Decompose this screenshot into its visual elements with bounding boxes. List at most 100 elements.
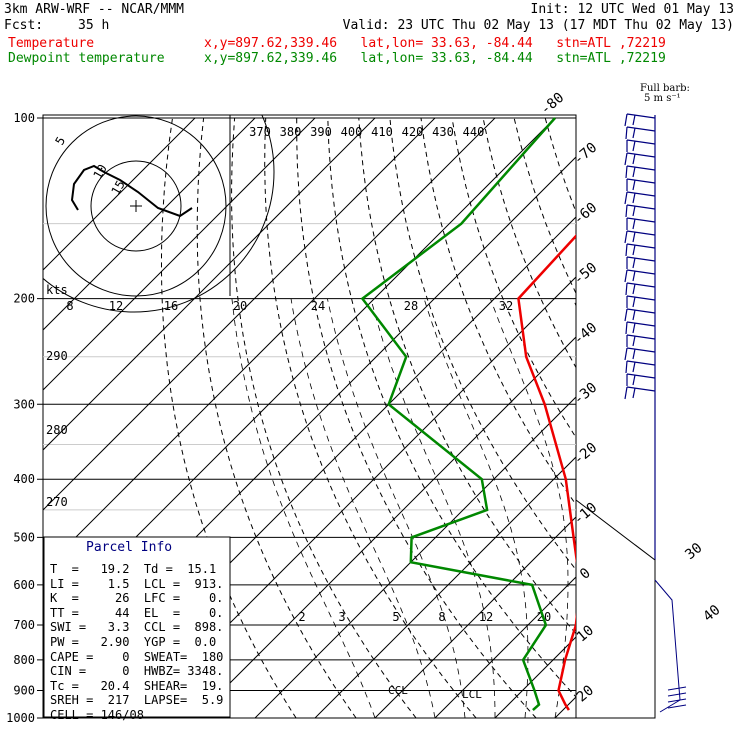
dry-adiabat — [732, 118, 740, 718]
low-level-barbs — [654, 579, 681, 713]
side-temp-label: 30 — [682, 540, 705, 563]
barb-legend-value: 5 m s⁻¹ — [644, 93, 681, 104]
wind-barb — [626, 113, 656, 119]
hodograph-ring-label: 15 — [108, 178, 127, 198]
hodograph-speed-label: 20 — [233, 299, 247, 313]
dewpoint-profile — [360, 117, 556, 712]
hodograph-trace — [70, 164, 193, 218]
wind-barb — [626, 178, 656, 184]
wind-barb — [632, 166, 636, 178]
wind-barb — [632, 322, 636, 334]
theta-label: 420 — [402, 125, 424, 139]
parcel-info-row: T = 19.2 Td = 15.1 — [50, 562, 217, 576]
wind-barb — [667, 692, 687, 697]
hodograph-speed-label: 24 — [311, 299, 325, 313]
dry-adiabat — [701, 118, 740, 718]
wind-barb — [626, 243, 656, 249]
wind-barb — [624, 113, 628, 127]
pressure-label: 400 — [13, 472, 35, 486]
hodograph-ring-label: 10 — [90, 162, 109, 182]
wind-barb — [626, 269, 656, 275]
hodograph-speed-label: 32 — [499, 299, 513, 313]
wind-barb — [626, 347, 656, 353]
dry-adiabat — [451, 117, 576, 439]
theta-low-label: 270 — [46, 495, 68, 509]
isotherm-line — [494, 636, 576, 718]
hodograph-speed-label: 8 — [66, 299, 73, 313]
theta-label: 380 — [280, 125, 302, 139]
wind-barb — [625, 321, 628, 335]
dry-adiabat — [296, 117, 537, 718]
isotherm-line — [434, 576, 576, 718]
isotherm-line — [43, 117, 436, 511]
moist-adiabat — [290, 298, 436, 718]
isotherm-line — [134, 276, 576, 718]
isotherm-label: 10 — [574, 622, 597, 645]
parcel-info-row: SWI = 3.3 CCL = 898. — [50, 620, 224, 635]
parcel-info-title: Parcel Info — [86, 540, 173, 555]
wind-barb — [626, 139, 656, 145]
wind-barb — [626, 191, 656, 197]
isotherm-line — [43, 117, 256, 331]
parcel-info-frame — [43, 536, 231, 718]
wind-barb — [626, 230, 656, 236]
hodograph-ring — [45, 115, 227, 297]
parcel-info-row: PW = 2.90 YGP = 0.0 — [50, 635, 217, 649]
lcl-annotation: LCL — [462, 688, 482, 701]
theta-label: 410 — [371, 125, 393, 139]
mixing-ratio-label: 2 — [298, 610, 305, 624]
moist-adiabat — [423, 298, 529, 718]
wind-barb — [632, 153, 636, 165]
wind-barb — [632, 244, 636, 256]
mixing-ratio-label: 12 — [479, 610, 493, 624]
dry-adiabat — [264, 117, 477, 718]
wind-barb — [624, 191, 628, 205]
pressure-label: 800 — [13, 653, 35, 667]
wind-barb — [632, 257, 636, 269]
dry-adiabat — [638, 118, 740, 718]
wind-barb — [632, 270, 636, 282]
wind-barb — [624, 386, 628, 400]
pressure-label: 700 — [13, 618, 35, 632]
wind-barb — [632, 114, 636, 126]
isotherm-line — [43, 117, 316, 391]
parcel-info-row: CIN = 0 HWBZ= 3348. — [50, 664, 224, 679]
hodograph-units-label: kts — [46, 283, 68, 297]
wind-barb — [626, 360, 656, 366]
wind-barb — [626, 165, 656, 171]
isotherm-label: -40 — [571, 320, 601, 349]
dry-adiabat — [575, 118, 576, 120]
wind-barb — [624, 152, 628, 166]
dry-adiabat — [358, 117, 576, 635]
wind-barb — [626, 256, 656, 262]
isotherm-line — [374, 516, 576, 718]
isotherm-line — [43, 117, 196, 271]
theta-low-label: 290 — [46, 349, 68, 363]
wind-barb — [625, 204, 628, 218]
dry-adiabat — [389, 117, 576, 571]
parcel-info-row: K = 26 LFC = 0. — [50, 591, 224, 606]
moist-adiabat — [645, 299, 740, 718]
wind-barb — [667, 704, 687, 709]
temperature-profile — [517, 234, 576, 711]
wind-barb — [624, 269, 628, 283]
mixing-ratio-label: 5 — [392, 610, 399, 624]
isotherm-line — [254, 396, 576, 718]
wind-barb — [624, 347, 628, 361]
hodograph-speed-label: 16 — [164, 299, 178, 313]
wind-barb — [626, 295, 656, 301]
hodograph-ring — [43, 115, 275, 313]
temperature-legend: Temperature — [8, 36, 95, 51]
pressure-label: 500 — [13, 530, 35, 544]
moist-adiabat — [370, 298, 496, 718]
isotherm-line — [735, 118, 740, 718]
wind-barb — [632, 283, 636, 295]
wind-barb — [632, 127, 636, 139]
wind-barb — [624, 308, 628, 322]
wind-barb — [626, 373, 656, 379]
wind-barb — [625, 282, 628, 296]
parcel-info-row: CELL = 146/08 — [50, 708, 144, 722]
dry-adiabat — [327, 117, 576, 698]
barb-legend-label: Full barb: — [640, 83, 690, 94]
theta-label: 400 — [341, 125, 363, 139]
